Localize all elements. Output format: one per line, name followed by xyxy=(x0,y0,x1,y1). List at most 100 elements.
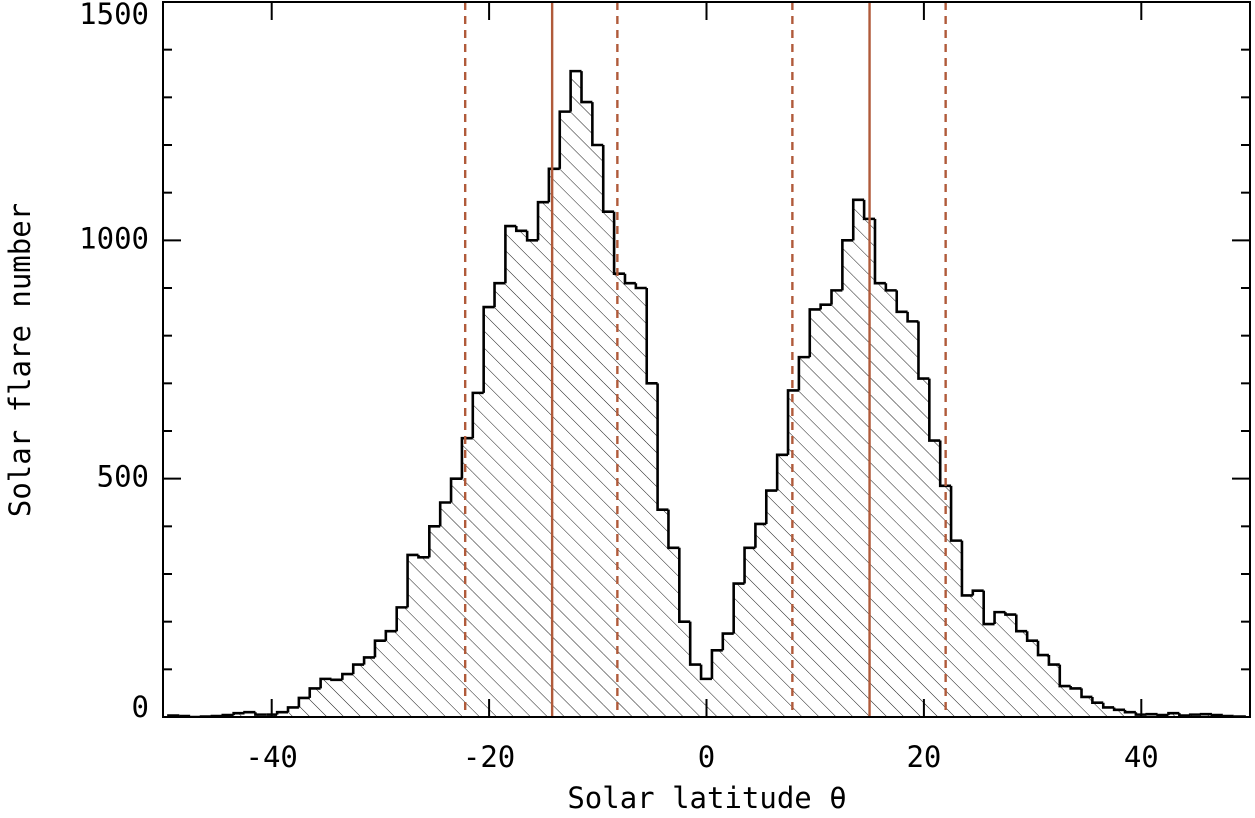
bar xyxy=(798,357,810,717)
bar xyxy=(918,378,930,717)
bar-outline xyxy=(786,389,799,455)
bar-outline xyxy=(928,378,941,442)
bar-outline xyxy=(547,167,560,203)
bar xyxy=(657,509,669,717)
bar xyxy=(711,650,723,717)
bar-outline xyxy=(971,589,984,596)
bar xyxy=(581,102,593,717)
bar xyxy=(483,307,495,717)
bar-outline xyxy=(1080,688,1093,699)
bar xyxy=(418,557,430,717)
bar-outline xyxy=(254,712,267,716)
bar xyxy=(494,283,506,717)
bar xyxy=(364,657,375,717)
bar xyxy=(961,595,973,717)
bar-outline xyxy=(1058,664,1071,688)
bar-outline xyxy=(580,71,593,104)
bar xyxy=(516,230,528,717)
bar-outline xyxy=(1156,713,1169,717)
bar-outline xyxy=(428,525,441,558)
bar xyxy=(1146,714,1158,717)
bar xyxy=(1168,713,1180,717)
bar-outline xyxy=(1123,709,1136,714)
bar-outline xyxy=(417,554,430,559)
bar-outline xyxy=(743,546,756,584)
bar xyxy=(755,523,767,717)
bar xyxy=(820,304,832,717)
bar-outline xyxy=(754,522,767,548)
bar xyxy=(385,631,397,717)
bar-outline xyxy=(841,239,854,291)
y-tick-label: 500 xyxy=(97,460,149,494)
bar xyxy=(1048,664,1060,717)
bar xyxy=(1016,631,1028,717)
bar xyxy=(907,321,919,717)
bar-outline xyxy=(297,696,310,708)
bar-outline xyxy=(949,485,962,542)
bar-outline xyxy=(1112,707,1125,712)
bar-outline xyxy=(1221,714,1234,717)
bar xyxy=(548,168,560,717)
bar-outline xyxy=(558,110,571,169)
bar xyxy=(766,490,778,717)
bar xyxy=(1038,655,1049,717)
bar xyxy=(1070,688,1082,717)
bar xyxy=(592,145,604,717)
bar-outline xyxy=(1167,711,1180,716)
bar xyxy=(646,383,658,717)
bar xyxy=(1124,712,1136,717)
bar-outline xyxy=(917,321,930,380)
bar-outline xyxy=(851,198,865,241)
bar-outline xyxy=(960,540,973,597)
bar-outline xyxy=(275,710,289,715)
bar xyxy=(277,712,289,717)
bar xyxy=(831,290,843,717)
bar xyxy=(1005,614,1017,717)
bar xyxy=(527,240,539,717)
bar-outline xyxy=(232,711,245,716)
bar-outline xyxy=(362,656,375,665)
bar-outline xyxy=(656,383,669,511)
y-axis-label: Solar flare number xyxy=(3,203,37,517)
bar xyxy=(994,612,1006,717)
bar xyxy=(342,674,354,717)
bar xyxy=(853,199,865,717)
bar-outline xyxy=(764,489,778,524)
x-tick-label: 0 xyxy=(698,740,715,774)
bar xyxy=(983,624,995,717)
bar-outline xyxy=(623,273,636,285)
bar-outline xyxy=(721,632,734,651)
bar-outline xyxy=(569,69,582,112)
bar-outline xyxy=(319,677,332,689)
bar-outline xyxy=(308,687,321,698)
bar-outline xyxy=(895,290,908,314)
bar-outline xyxy=(1004,612,1017,616)
bar xyxy=(429,526,441,717)
bar xyxy=(679,621,691,717)
bar xyxy=(744,547,756,717)
x-axis-label: Solar latitude θ xyxy=(567,781,846,815)
bar-outline xyxy=(688,621,702,666)
bar-outline xyxy=(438,501,452,527)
bar-outline xyxy=(221,713,234,717)
bar xyxy=(777,454,789,717)
bar xyxy=(1059,686,1071,717)
bar-outline xyxy=(862,199,875,221)
bar-outline xyxy=(525,230,539,242)
bar-outline xyxy=(808,308,821,358)
bar-outline xyxy=(906,311,919,323)
bar xyxy=(505,226,517,717)
y-tick-label: 1500 xyxy=(79,0,149,31)
bar xyxy=(668,547,680,717)
plot-frame xyxy=(162,1,1251,718)
bar xyxy=(570,71,582,717)
bar xyxy=(951,540,962,717)
x-tick-label: 40 xyxy=(1124,740,1159,774)
bar-outline xyxy=(819,303,832,310)
bar-outline xyxy=(406,553,419,608)
bar xyxy=(929,440,941,717)
y-tick-label: 0 xyxy=(132,690,149,724)
bar xyxy=(842,240,854,717)
bar xyxy=(353,664,365,717)
